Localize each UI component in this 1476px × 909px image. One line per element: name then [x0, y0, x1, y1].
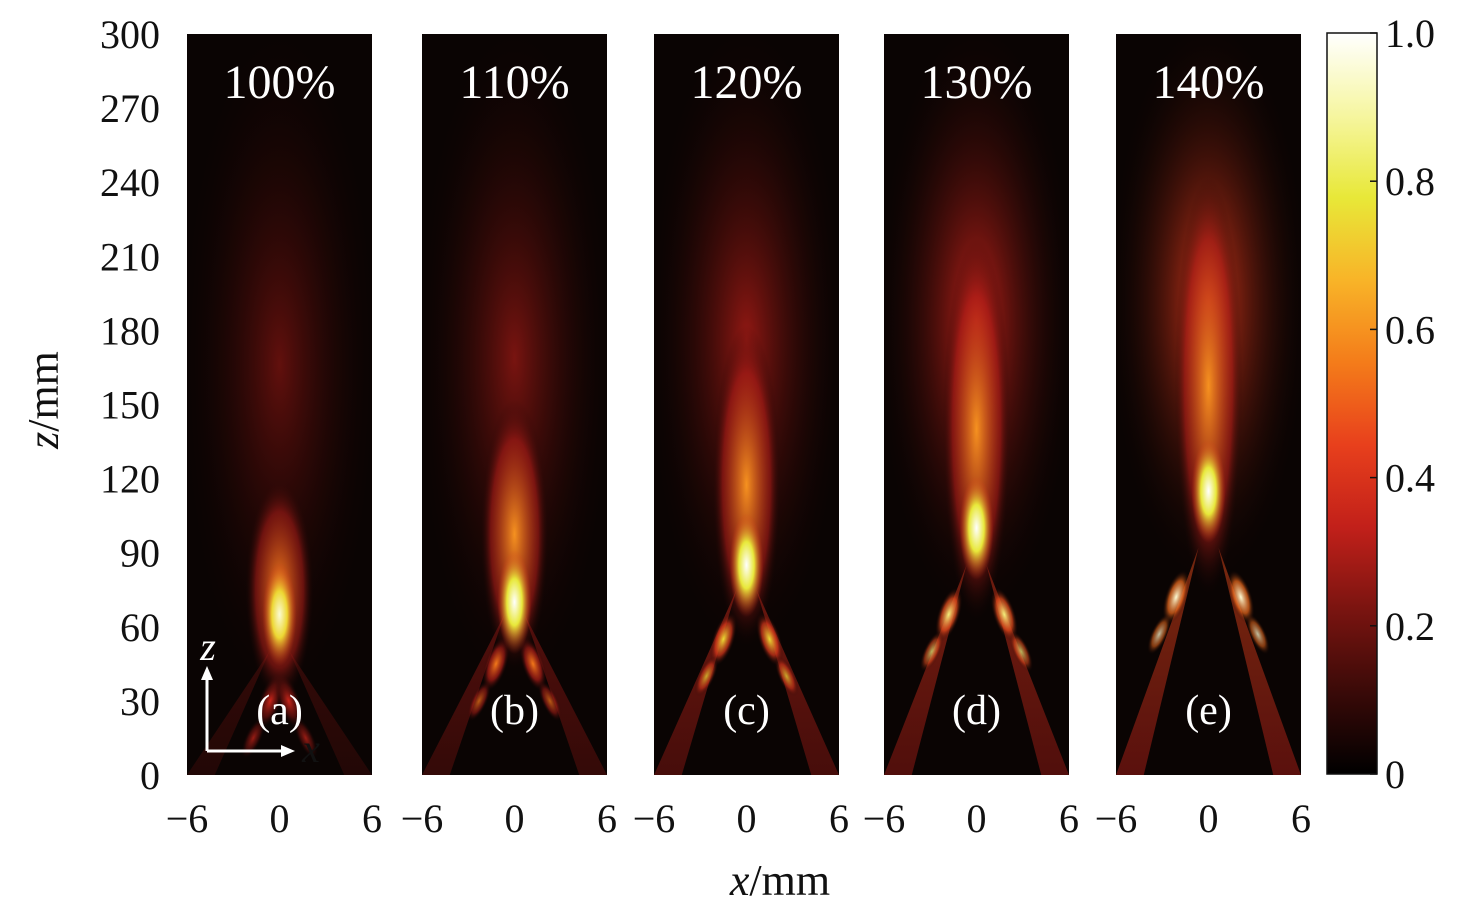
y-tick-label: 240 — [100, 160, 160, 205]
x-tick-label: 6 — [362, 796, 382, 841]
x-tick-label: −6 — [633, 796, 676, 841]
x-axis: −6 0 6 −6 0 6 −6 0 6 −6 0 6 −6 0 6 — [166, 796, 1311, 841]
x-axis-label-unit: /mm — [749, 856, 830, 905]
colorbar-gradient — [1326, 32, 1378, 775]
heatmap-panels: 100% (a) 110% (b) 120% (c) 130% (d) 140% (e) — [187, 34, 1301, 775]
x-tick-label: 0 — [1199, 796, 1219, 841]
y-tick-label: 0 — [140, 753, 160, 798]
heatmap-panel-a: 100% (a) — [187, 34, 372, 775]
colorbar-tick-label: 0.8 — [1385, 159, 1435, 204]
x-tick-label: −6 — [401, 796, 444, 841]
y-tick-label: 30 — [120, 679, 160, 724]
x-tick-label: 6 — [1291, 796, 1311, 841]
panel-percent-label: 120% — [691, 56, 803, 109]
y-tick-label: 270 — [100, 86, 160, 131]
colorbar: 0 0.2 0.4 0.6 0.8 1.0 — [1326, 11, 1435, 797]
panel-percent-label: 130% — [921, 56, 1033, 109]
inset-z-label: z — [199, 624, 216, 669]
y-tick-label: 120 — [100, 457, 160, 502]
x-tick-label: 0 — [270, 796, 290, 841]
y-tick-label: 180 — [100, 308, 160, 353]
heatmap-panel-e: 140% (e) — [1116, 34, 1301, 775]
panel-tag-label: (d) — [952, 688, 1001, 734]
panel-tag-label: (e) — [1185, 688, 1232, 734]
inset-coordinate-axes: z x — [199, 624, 320, 771]
heatmap-panel-c: 120% (c) — [654, 34, 839, 775]
x-tick-label: −6 — [1095, 796, 1138, 841]
y-axis: 0 30 60 90 120 150 180 210 240 270 300 — [100, 12, 160, 798]
colorbar-tick-label: 0.2 — [1385, 604, 1435, 649]
x-tick-label: 0 — [967, 796, 987, 841]
inset-z-arrowhead — [201, 666, 213, 680]
colorbar-tick-label: 1.0 — [1385, 11, 1435, 56]
y-axis-label-unit: /mm — [19, 351, 68, 432]
panel-percent-label: 110% — [459, 56, 569, 109]
panel-tag-label: (b) — [490, 688, 539, 734]
y-tick-label: 60 — [120, 605, 160, 650]
colorbar-tick-label: 0.6 — [1385, 307, 1435, 352]
x-tick-label: −6 — [166, 796, 209, 841]
heatmap-panel-d: 130% (d) — [884, 34, 1069, 775]
heatmap-panel-b: 110% (b) — [422, 34, 607, 775]
panel-percent-label: 140% — [1153, 56, 1265, 109]
x-axis-label-var: x — [729, 856, 750, 905]
panel-percent-label: 100% — [224, 56, 336, 109]
x-tick-label: 0 — [737, 796, 757, 841]
inset-x-arrowhead — [281, 745, 295, 757]
x-tick-label: 6 — [597, 796, 617, 841]
x-tick-label: 6 — [829, 796, 849, 841]
x-tick-label: −6 — [863, 796, 906, 841]
y-tick-label: 300 — [100, 12, 160, 57]
inset-x-label: x — [301, 726, 320, 771]
y-tick-label: 210 — [100, 234, 160, 279]
colorbar-tick-label: 0 — [1385, 752, 1405, 797]
panel-tag-label: (c) — [723, 688, 770, 734]
y-axis-label: z/mm — [19, 351, 68, 450]
y-tick-label: 150 — [100, 383, 160, 428]
colorbar-tick-label: 0.4 — [1385, 456, 1435, 501]
y-tick-label: 90 — [120, 531, 160, 576]
x-axis-label: x/mm — [729, 856, 830, 905]
panel-tag-label: (a) — [256, 688, 303, 734]
x-tick-label: 0 — [505, 796, 525, 841]
x-tick-label: 6 — [1059, 796, 1079, 841]
y-axis-label-var: z — [19, 432, 68, 450]
